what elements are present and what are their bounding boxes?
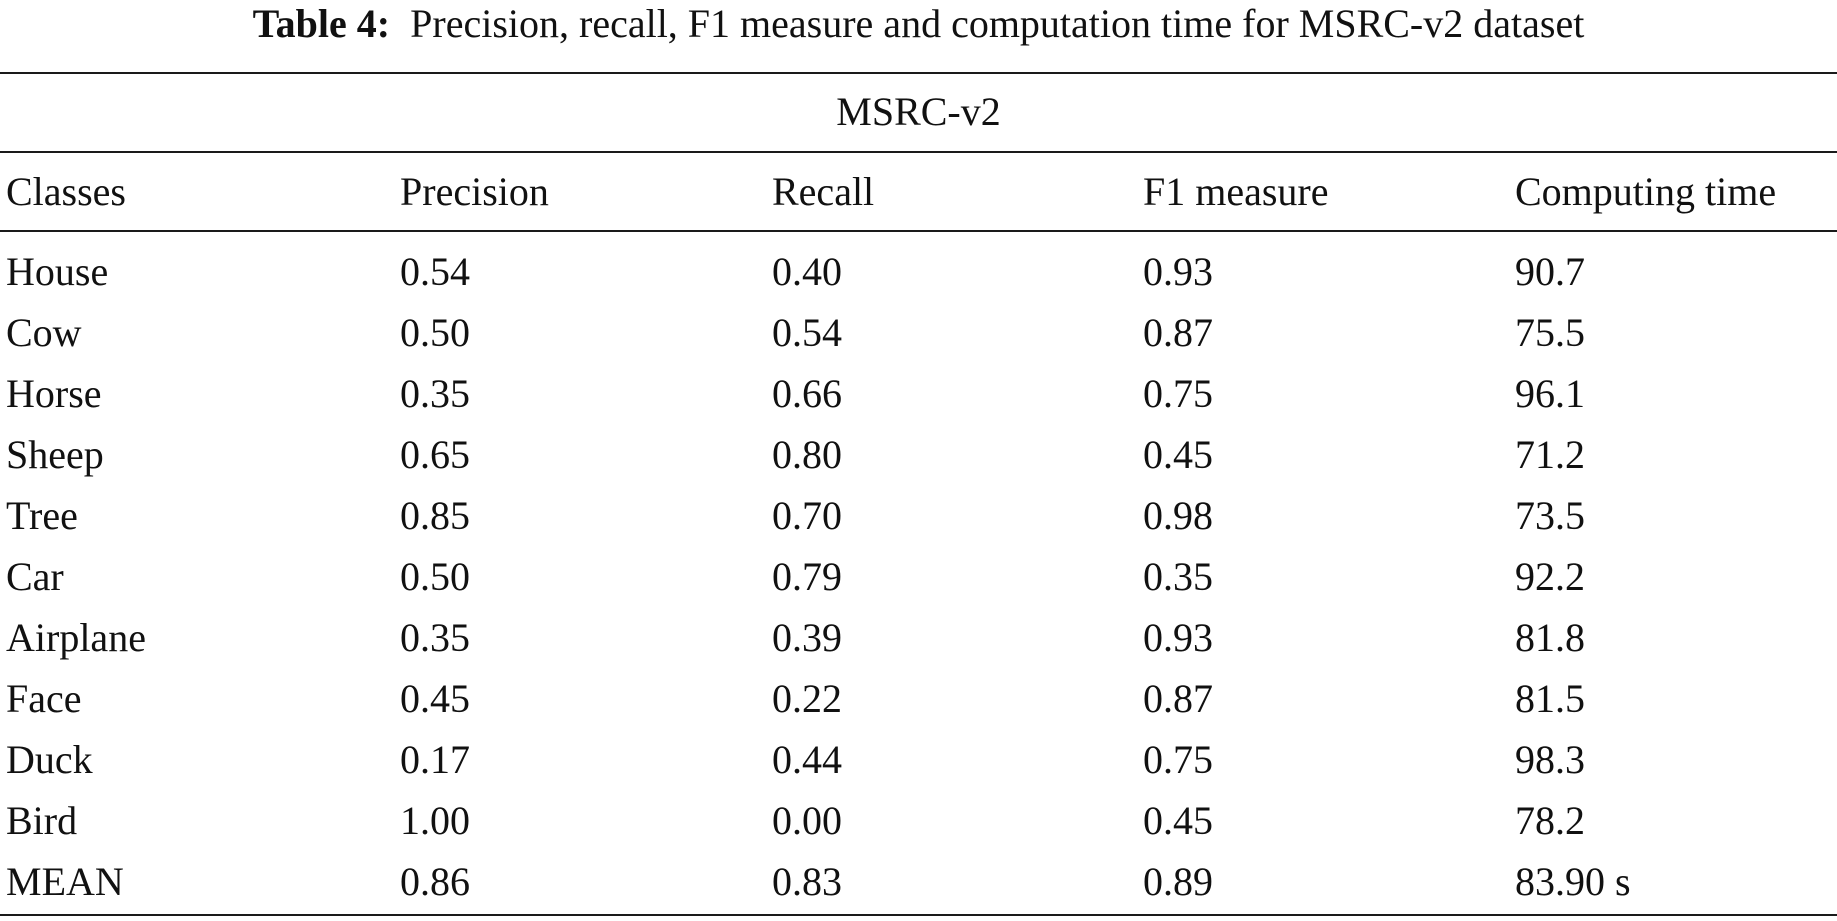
precision-cell: 0.65 — [400, 432, 470, 477]
table-row: Cow 0.50 0.54 0.87 75.5 — [0, 302, 1837, 363]
table-caption: Table 4: Precision, recall, F1 measure a… — [0, 0, 1837, 58]
class-name-cell: Car — [6, 554, 64, 599]
f1-measure-cell: 0.87 — [1143, 676, 1213, 721]
table-row-mean: MEAN 0.86 0.83 0.89 83.90 s — [0, 851, 1837, 912]
class-name-cell: Cow — [6, 310, 82, 355]
class-name-cell: Bird — [6, 798, 78, 843]
class-name-cell: Tree — [6, 493, 78, 538]
table-row: Sheep 0.65 0.80 0.45 71.2 — [0, 424, 1837, 485]
table-row: Bird 1.00 0.00 0.45 78.2 — [0, 790, 1837, 851]
table-group-header: MSRC-v2 — [836, 89, 1001, 134]
f1-measure-cell: 0.75 — [1143, 371, 1213, 416]
table-row: Car 0.50 0.79 0.35 92.2 — [0, 546, 1837, 607]
computing-time-cell: 90.7 — [1515, 249, 1585, 294]
table-row: Horse 0.35 0.66 0.75 96.1 — [0, 363, 1837, 424]
recall-cell: 0.70 — [772, 493, 842, 538]
table-row: Face 0.45 0.22 0.87 81.5 — [0, 668, 1837, 729]
column-header-classes: Classes — [6, 169, 126, 214]
computing-time-cell: 75.5 — [1515, 310, 1585, 355]
computing-time-cell: 81.5 — [1515, 676, 1585, 721]
class-name-cell: Airplane — [6, 615, 146, 660]
f1-measure-cell: 0.75 — [1143, 737, 1213, 782]
recall-cell: 0.80 — [772, 432, 842, 477]
class-name-cell: House — [6, 249, 109, 294]
column-header-computing-time: Computing time — [1515, 169, 1777, 214]
class-name-cell: MEAN — [6, 859, 124, 904]
column-header-recall: Recall — [772, 169, 875, 214]
precision-cell: 1.00 — [400, 798, 470, 843]
column-header-f1-measure: F1 measure — [1143, 169, 1329, 214]
f1-measure-cell: 0.93 — [1143, 615, 1213, 660]
f1-measure-cell: 0.45 — [1143, 432, 1213, 477]
column-header-rule — [0, 230, 1837, 232]
recall-cell: 0.44 — [772, 737, 842, 782]
computing-time-cell: 96.1 — [1515, 371, 1585, 416]
column-header-precision: Precision — [400, 169, 549, 214]
table-caption-label: Table 4: — [252, 1, 391, 46]
computing-time-cell: 73.5 — [1515, 493, 1585, 538]
computing-time-cell: 92.2 — [1515, 554, 1585, 599]
f1-measure-cell: 0.45 — [1143, 798, 1213, 843]
group-header-rule — [0, 151, 1837, 153]
class-name-cell: Face — [6, 676, 82, 721]
class-name-cell: Horse — [6, 371, 102, 416]
table-row: House 0.54 0.40 0.93 90.7 — [0, 241, 1837, 302]
computing-time-cell: 71.2 — [1515, 432, 1585, 477]
precision-cell: 0.86 — [400, 859, 470, 904]
computing-time-cell: 78.2 — [1515, 798, 1585, 843]
precision-cell: 0.50 — [400, 554, 470, 599]
precision-cell: 0.35 — [400, 371, 470, 416]
recall-cell: 0.39 — [772, 615, 842, 660]
computing-time-cell: 98.3 — [1515, 737, 1585, 782]
precision-cell: 0.54 — [400, 249, 470, 294]
column-header-row: Classes Precision Recall F1 measure Comp… — [0, 161, 1837, 222]
table-bottom-rule — [0, 914, 1837, 916]
f1-measure-cell: 0.98 — [1143, 493, 1213, 538]
table-row: Duck 0.17 0.44 0.75 98.3 — [0, 729, 1837, 790]
table-caption-text: Precision, recall, F1 measure and comput… — [410, 1, 1585, 46]
table-row: Airplane 0.35 0.39 0.93 81.8 — [0, 607, 1837, 668]
class-name-cell: Duck — [6, 737, 93, 782]
recall-cell: 0.40 — [772, 249, 842, 294]
f1-measure-cell: 0.35 — [1143, 554, 1213, 599]
table-row: Tree 0.85 0.70 0.98 73.5 — [0, 485, 1837, 546]
table-top-rule — [0, 72, 1837, 74]
precision-cell: 0.45 — [400, 676, 470, 721]
recall-cell: 0.00 — [772, 798, 842, 843]
f1-measure-cell: 0.87 — [1143, 310, 1213, 355]
recall-cell: 0.79 — [772, 554, 842, 599]
recall-cell: 0.54 — [772, 310, 842, 355]
recall-cell: 0.83 — [772, 859, 842, 904]
computing-time-cell: 83.90 s — [1515, 859, 1631, 904]
f1-measure-cell: 0.89 — [1143, 859, 1213, 904]
precision-cell: 0.17 — [400, 737, 470, 782]
f1-measure-cell: 0.93 — [1143, 249, 1213, 294]
computing-time-cell: 81.8 — [1515, 615, 1585, 660]
recall-cell: 0.22 — [772, 676, 842, 721]
precision-cell: 0.35 — [400, 615, 470, 660]
precision-cell: 0.85 — [400, 493, 470, 538]
precision-cell: 0.50 — [400, 310, 470, 355]
recall-cell: 0.66 — [772, 371, 842, 416]
class-name-cell: Sheep — [6, 432, 104, 477]
